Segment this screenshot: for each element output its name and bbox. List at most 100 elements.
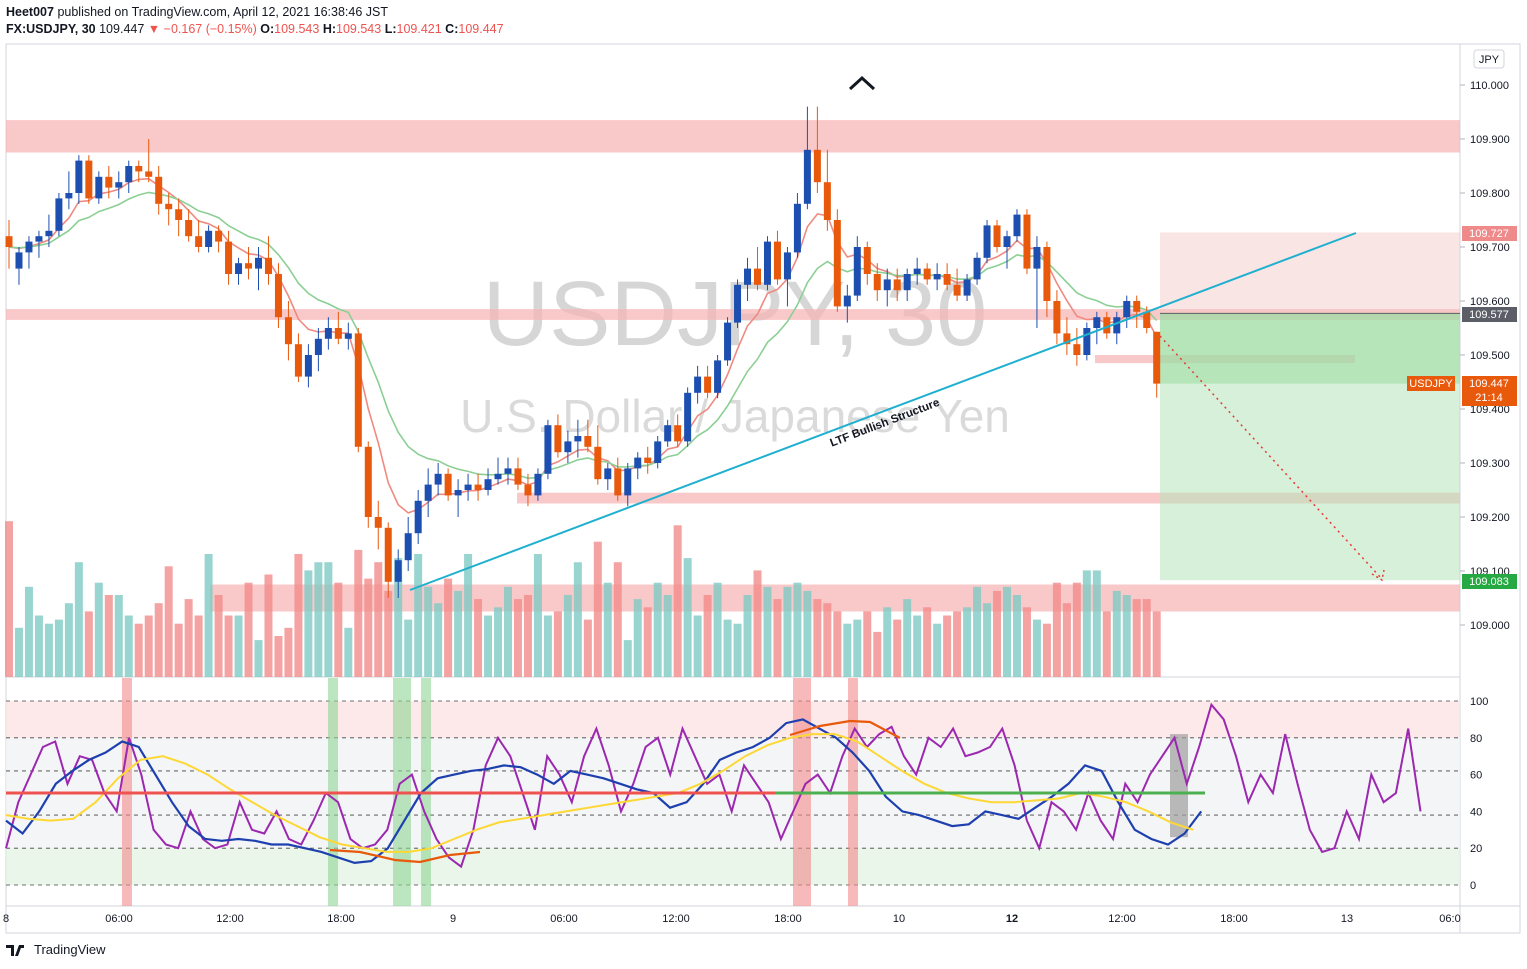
volume-bar bbox=[324, 562, 333, 677]
candle-body bbox=[783, 252, 791, 280]
price-axis[interactable]: JPY 110.000109.900109.800109.700109.6001… bbox=[1460, 49, 1510, 632]
change-readout: −0.167 (−0.15%) bbox=[163, 22, 257, 36]
candle-body bbox=[1123, 301, 1131, 318]
volume-bar bbox=[633, 599, 642, 677]
candle-body bbox=[1153, 331, 1161, 384]
publisher-name[interactable]: Heet007 bbox=[6, 5, 54, 19]
footer-brand[interactable]: TradingView bbox=[34, 942, 106, 957]
currency-box[interactable] bbox=[1473, 49, 1505, 69]
candle-body bbox=[813, 149, 821, 183]
candle-body bbox=[863, 247, 871, 274]
volume-bar bbox=[104, 595, 113, 677]
candle-body bbox=[404, 533, 412, 561]
candle-body bbox=[324, 328, 332, 339]
candle-body bbox=[304, 355, 312, 377]
volume-bar bbox=[144, 615, 153, 677]
candle-body bbox=[1013, 214, 1021, 237]
volume-bar bbox=[1032, 619, 1041, 677]
osc-tick-label: 40 bbox=[1470, 806, 1482, 818]
candle-body bbox=[923, 268, 931, 280]
volume-bar bbox=[773, 599, 782, 677]
publish-info: Heet007 published on TradingView.com, Ap… bbox=[6, 5, 388, 19]
volume-bar bbox=[114, 595, 123, 677]
candle-body bbox=[284, 317, 292, 345]
volume-bar bbox=[593, 541, 602, 677]
low-value: 109.421 bbox=[396, 22, 442, 36]
oversold-band bbox=[6, 848, 1460, 885]
candle-body bbox=[15, 252, 23, 269]
price-tick-label: 109.800 bbox=[1470, 188, 1510, 200]
oversold-segment bbox=[329, 848, 481, 864]
symbol-info: FX:USDJPY, 30 109.447 ▼ −0.167 (−0.15%) … bbox=[6, 22, 504, 36]
volume-bar bbox=[334, 582, 343, 677]
volume-bar bbox=[1062, 603, 1071, 677]
stop-price-tag bbox=[1462, 574, 1517, 589]
volume-bar bbox=[194, 615, 203, 677]
candle-body bbox=[434, 473, 442, 485]
candle-body bbox=[105, 176, 113, 188]
symbol-name[interactable]: FX:USDJPY, 30 bbox=[6, 22, 96, 36]
volume-bar bbox=[743, 595, 752, 677]
volume-bar bbox=[254, 640, 263, 677]
price-tick-label: 110.000 bbox=[1470, 80, 1509, 92]
volume-bar bbox=[843, 623, 852, 677]
time-tick-label: 18:00 bbox=[327, 913, 355, 925]
candle-body bbox=[185, 220, 193, 237]
candle-body bbox=[664, 425, 672, 442]
price-zone[interactable] bbox=[6, 120, 1460, 153]
volume-bar bbox=[883, 607, 892, 677]
long-position-tool[interactable] bbox=[1160, 232, 1460, 581]
candle-body bbox=[494, 473, 502, 480]
volume-bar bbox=[174, 623, 183, 677]
price-tick-label: 109.400 bbox=[1470, 404, 1510, 416]
stop-area[interactable] bbox=[1160, 313, 1460, 581]
volume-bar bbox=[464, 554, 473, 677]
volume-bar bbox=[124, 615, 133, 677]
volume-bar bbox=[24, 586, 33, 677]
low-label: L: bbox=[384, 22, 397, 36]
volume-bar bbox=[513, 599, 522, 677]
time-tick-label: 13 bbox=[1341, 913, 1353, 925]
time-axis[interactable]: 8 06:00 12:00 18:00 9 06:00 12:00 18:00 10 12 12:0… bbox=[3, 913, 1461, 925]
candle-body bbox=[135, 166, 143, 172]
volume-bar bbox=[214, 595, 223, 677]
volume-bar bbox=[404, 619, 413, 677]
price-zone[interactable] bbox=[517, 492, 1460, 504]
projection-path[interactable] bbox=[1159, 335, 1382, 579]
tradingview-logo-icon[interactable] bbox=[6, 943, 28, 957]
candle-body bbox=[384, 527, 392, 582]
high-label: H: bbox=[322, 22, 337, 36]
entry-price-tag bbox=[1462, 307, 1517, 322]
volume-bar bbox=[573, 562, 582, 677]
candle-body bbox=[833, 220, 841, 307]
target-price-label: 109.727 bbox=[1469, 228, 1509, 240]
volume-bar bbox=[1012, 595, 1021, 677]
candle-body bbox=[654, 441, 662, 463]
volume-bar bbox=[533, 554, 542, 677]
volume-bar bbox=[993, 590, 1002, 677]
volume-bar bbox=[134, 623, 143, 677]
candle-body bbox=[903, 274, 911, 291]
trendline[interactable] bbox=[409, 232, 1357, 591]
stoch-k-line bbox=[5, 702, 1422, 869]
target-area[interactable] bbox=[1160, 232, 1460, 314]
price-zone[interactable] bbox=[6, 309, 1460, 320]
candle-body bbox=[853, 247, 861, 296]
open-value: 109.543 bbox=[274, 22, 320, 36]
volume-bar bbox=[683, 558, 692, 677]
candle-body bbox=[165, 203, 173, 210]
candle-body bbox=[644, 457, 652, 463]
volume-bar bbox=[5, 521, 13, 677]
volume-bar bbox=[803, 590, 812, 677]
candle-body bbox=[35, 236, 43, 242]
candle-body bbox=[454, 490, 462, 496]
candle-body bbox=[1103, 317, 1111, 334]
candle-body bbox=[115, 182, 123, 188]
time-tick-label: 06:00 bbox=[105, 913, 133, 925]
candle-body bbox=[334, 328, 342, 339]
price-tick-label: 109.500 bbox=[1470, 350, 1510, 362]
caret-up-icon[interactable] bbox=[848, 75, 876, 91]
candle-body bbox=[544, 425, 552, 474]
volume-bar bbox=[653, 582, 662, 677]
